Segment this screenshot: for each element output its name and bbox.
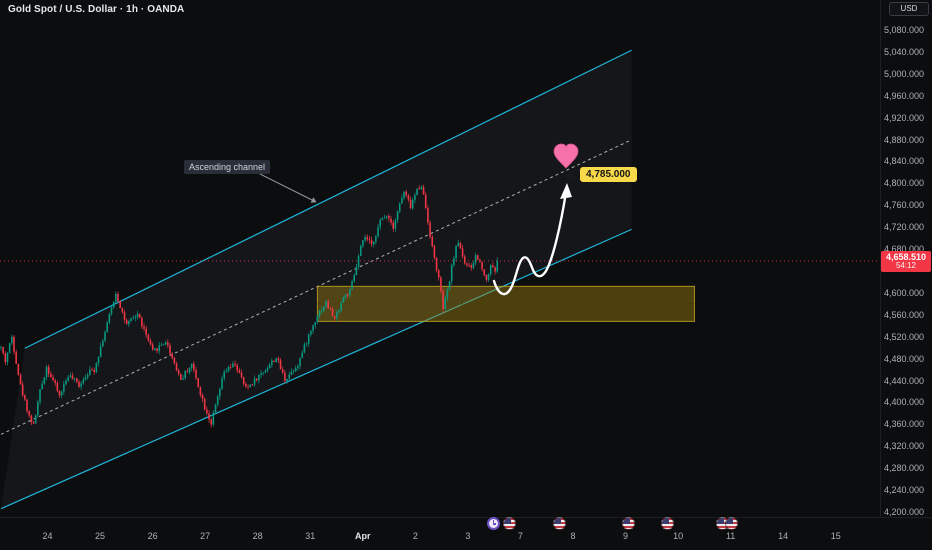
symbol-title[interactable]: Gold Spot / U.S. Dollar · 1h · OANDA (8, 4, 185, 15)
time-label: 9 (623, 531, 629, 541)
price-tick: 4,760.000 (884, 200, 925, 211)
price-tick: 4,320.000 (884, 441, 925, 452)
channel-midline[interactable] (0, 139, 632, 435)
price-tick: 5,040.000 (884, 46, 925, 57)
candlestick-series (0, 184, 499, 428)
price-axis-divider (880, 0, 881, 517)
event-clock-icon[interactable] (486, 517, 500, 530)
bar-countdown: 54:12 (895, 260, 917, 270)
price-tick: 4,240.000 (884, 485, 925, 496)
last-price-badge[interactable]: 4,658.510 54:12 (881, 250, 931, 272)
price-tick: 5,080.000 (884, 25, 925, 35)
price-target-label[interactable]: 4,785.000 (580, 167, 637, 182)
time-label: 7 (517, 531, 523, 541)
time-label: 10 (673, 531, 684, 541)
channel-label-arrow (253, 170, 317, 203)
price-tick: 4,720.000 (884, 222, 925, 233)
last-price-value: 4,658.510 (885, 251, 927, 262)
price-tick: 4,680.000 (884, 244, 925, 255)
currency-toggle-button[interactable]: USD (889, 2, 929, 16)
price-tick: 4,440.000 (884, 375, 925, 386)
time-label: 11 (725, 531, 736, 541)
price-tick: 4,800.000 (884, 178, 925, 189)
price-tick: 4,920.000 (884, 112, 925, 123)
price-tick: 4,600.000 (884, 287, 925, 298)
time-label: 28 (252, 531, 263, 541)
time-label: 14 (778, 531, 789, 541)
price-tick: 4,400.000 (884, 397, 925, 408)
event-flag-icon[interactable] (621, 517, 635, 530)
time-label: 26 (147, 531, 158, 541)
event-flag-icon[interactable] (724, 517, 738, 530)
price-tick: 4,520.000 (884, 331, 925, 342)
time-label: 25 (95, 531, 106, 541)
price-tick: 4,280.000 (884, 463, 925, 474)
price-tick: 4,880.000 (884, 134, 925, 145)
time-label: 27 (200, 531, 211, 541)
projection-arrow-drawing[interactable] (492, 183, 572, 296)
target-label-arrow (565, 172, 582, 181)
price-tick: 4,560.000 (884, 309, 925, 320)
time-label: 3 (465, 531, 471, 541)
price-tick: 4,960.000 (884, 90, 925, 101)
channel-annotation-label[interactable]: Ascending channel (184, 160, 271, 174)
time-label: 31 (305, 531, 316, 541)
price-tick: 4,200.000 (884, 507, 925, 517)
time-label: 15 (830, 531, 841, 541)
price-tick: 4,360.000 (884, 419, 925, 430)
time-axis-divider (0, 517, 932, 518)
zone-rectangle-drawing[interactable] (316, 285, 695, 322)
time-label: 24 (42, 531, 53, 541)
time-label: Apr (355, 531, 371, 541)
price-tick: 4,840.000 (884, 156, 925, 167)
ascending-channel-drawing[interactable] (0, 49, 632, 510)
time-label: 2 (412, 531, 418, 541)
event-flag-icon[interactable] (552, 517, 566, 530)
price-tick: 4,480.000 (884, 353, 925, 364)
event-flag-icon[interactable] (660, 517, 674, 530)
time-label: 8 (570, 531, 576, 541)
heart-emoji-sticker[interactable] (553, 143, 579, 169)
event-flag-icon[interactable] (502, 517, 516, 530)
price-tick: 5,000.000 (884, 68, 925, 79)
